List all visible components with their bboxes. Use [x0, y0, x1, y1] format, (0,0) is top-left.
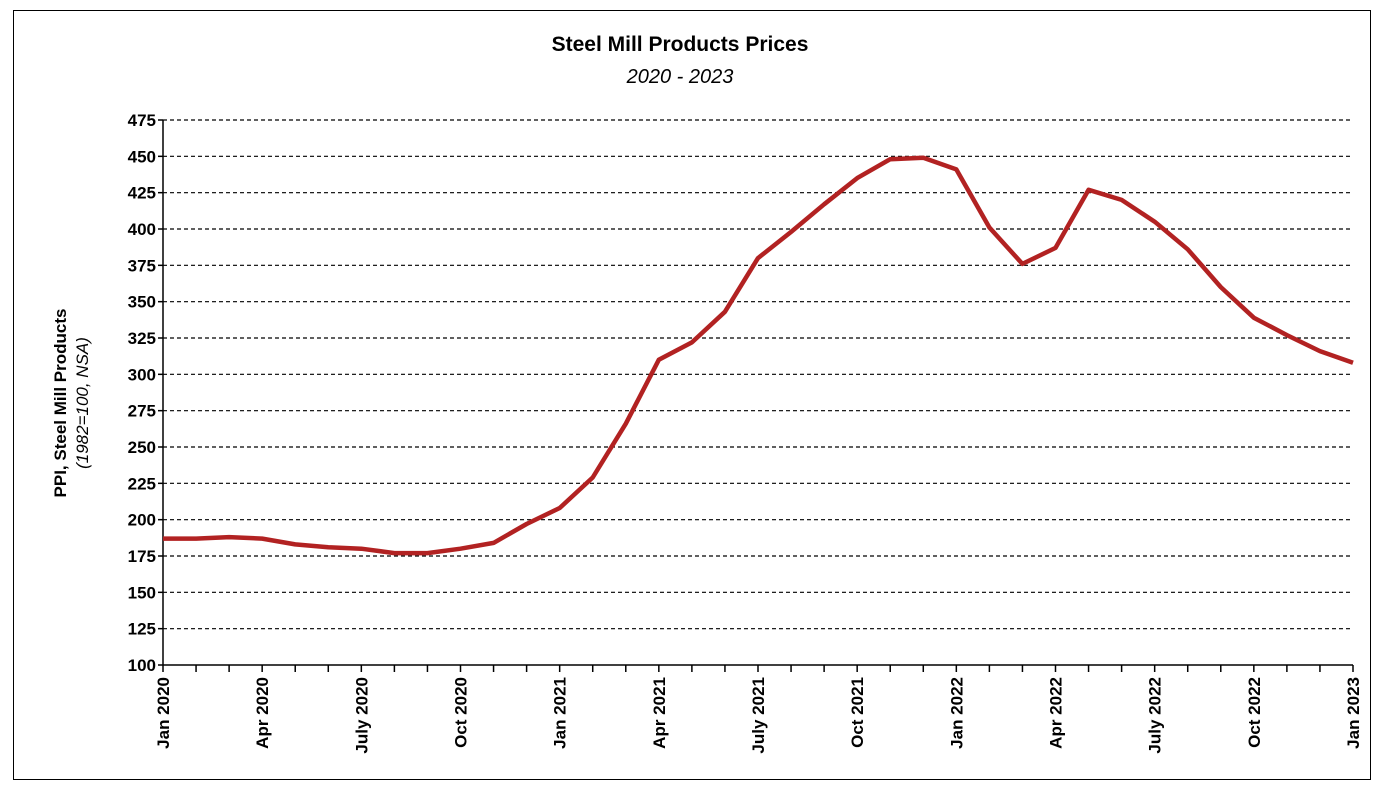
x-tick-label: July 2022: [1146, 677, 1165, 754]
y-tick-label: 200: [128, 511, 156, 530]
series-layer: [162, 155, 1354, 556]
y-tick-label: 275: [128, 402, 156, 421]
y-tick-label: 250: [128, 438, 156, 457]
y-tick-label: 375: [128, 256, 156, 275]
chart-frame: Steel Mill Products Prices 2020 - 2023 1…: [13, 10, 1371, 780]
y-axis-label: PPI, Steel Mill Products: [51, 309, 70, 498]
x-tick-label: Apr 2022: [1047, 677, 1066, 749]
series-line: [163, 155, 1354, 556]
x-tick-label: Oct 2020: [452, 677, 471, 748]
y-tick-label: 325: [128, 329, 156, 348]
y-tick-label: 450: [128, 147, 156, 166]
line-chart: Steel Mill Products Prices 2020 - 2023 1…: [51, 33, 1363, 754]
gridlines: [163, 119, 1353, 630]
x-tick-label: Jan 2020: [154, 677, 173, 749]
y-tick-label: 225: [128, 474, 156, 493]
x-tick-label: Oct 2021: [848, 677, 867, 748]
y-tick-label: 150: [128, 583, 156, 602]
y-tick-label: 400: [128, 220, 156, 239]
y-axis-label-group: PPI, Steel Mill Products (1982=100, NSA): [51, 309, 92, 498]
x-tick-label: Apr 2021: [650, 677, 669, 749]
x-tick-label: Jan 2023: [1344, 677, 1363, 749]
x-tick-label: July 2021: [749, 677, 768, 754]
chart-title: Steel Mill Products Prices: [552, 33, 809, 56]
axes: [162, 120, 1353, 666]
y-tick-label: 125: [128, 620, 156, 639]
y-tick-label: 175: [128, 547, 156, 566]
y-tick-label: 475: [128, 111, 156, 130]
y-tick-label: 350: [128, 293, 156, 312]
x-tick-labels: Jan 2020 Apr 2020 July 2020 Oct 2020 Jan 202…: [154, 665, 1363, 754]
y-axis-sublabel: (1982=100, NSA): [73, 337, 92, 469]
y-tick-label: 300: [128, 365, 156, 384]
y-tick-labels: 100 125 150 175 200 225 250 275 300 325 350 375 400 4…: [128, 111, 163, 675]
y-tick-label: 100: [128, 656, 156, 675]
x-tick-label: Oct 2022: [1245, 677, 1264, 748]
y-tick-label: 425: [128, 184, 156, 203]
chart-subtitle: 2020 - 2023: [626, 66, 734, 88]
x-tick-label: Jan 2021: [551, 677, 570, 749]
x-tick-label: Jan 2022: [947, 677, 966, 749]
x-tick-label: July 2020: [352, 677, 371, 754]
x-tick-label: Apr 2020: [253, 677, 272, 749]
